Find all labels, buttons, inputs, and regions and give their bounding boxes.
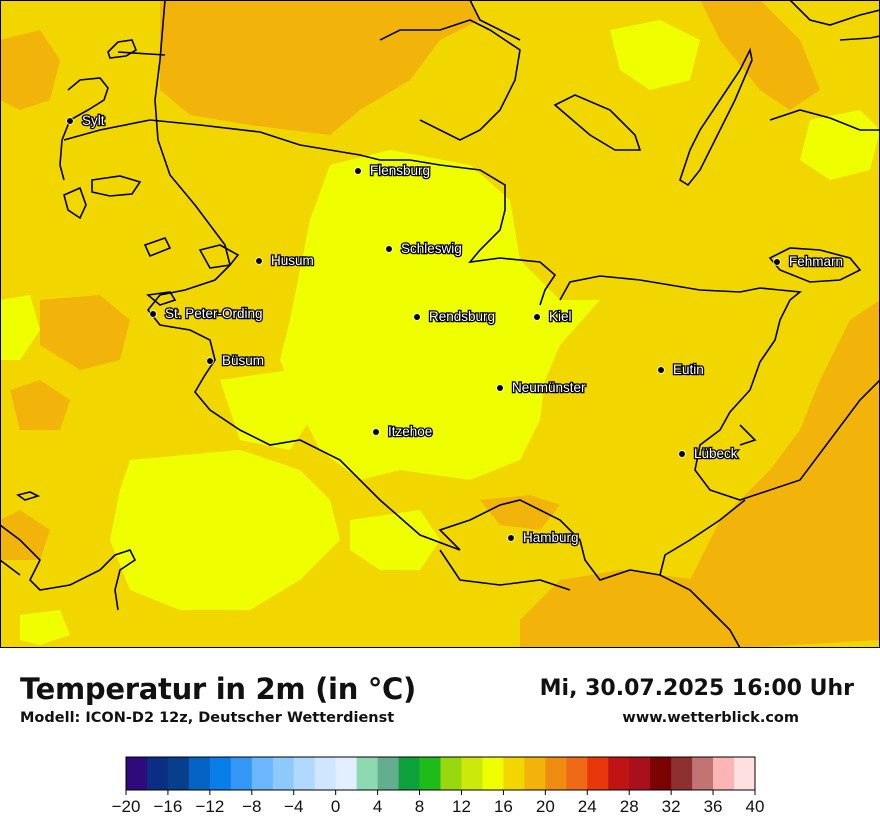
svg-text:Schleswig: Schleswig	[401, 241, 462, 256]
color-scale-swatches	[125, 756, 756, 791]
scale-tick-label: −12	[195, 797, 224, 816]
color-swatch	[230, 757, 253, 790]
color-swatch	[461, 757, 483, 790]
color-swatch	[314, 757, 337, 790]
color-swatch	[209, 757, 232, 790]
map-footer: Temperatur in 2m (in °C) Modell: ICON-D2…	[0, 648, 880, 830]
city-neumuenster: Neumünster	[496, 379, 587, 396]
svg-text:Neumünster: Neumünster	[512, 380, 586, 395]
color-swatch	[713, 757, 735, 790]
svg-text:Büsum: Büsum	[222, 353, 264, 368]
svg-text:Hamburg: Hamburg	[523, 530, 579, 545]
city-labels: Sylt Flensburg Schleswig Husum Fehmarn S…	[66, 112, 844, 546]
scale-tick-label: 28	[620, 797, 639, 816]
color-swatch	[587, 757, 609, 790]
model-info: Modell: ICON-D2 12z, Deutscher Wetterdie…	[20, 710, 395, 726]
color-swatch	[692, 757, 714, 790]
city-rendsburg: Rendsburg	[413, 308, 496, 325]
svg-text:Rendsburg: Rendsburg	[429, 309, 495, 324]
color-swatch	[440, 757, 462, 790]
city-itzehoe: Itzehoe	[372, 423, 434, 440]
city-flensburg: Flensburg	[354, 162, 431, 179]
color-swatch	[545, 757, 567, 790]
color-swatch	[566, 757, 588, 790]
color-swatch	[482, 757, 504, 790]
color-scale: −20 −16 −12 −8 −4 0 4 8 12 16 20 24 28 32 36 40	[112, 756, 765, 816]
color-swatch	[293, 757, 316, 790]
scale-tick-label: 32	[662, 797, 681, 816]
website-link[interactable]: www.wetterblick.com	[622, 710, 799, 726]
city-kiel: Kiel	[533, 308, 573, 325]
scale-tick-label: 8	[415, 797, 424, 816]
temperature-map: Sylt Flensburg Schleswig Husum Fehmarn S…	[0, 0, 880, 649]
svg-text:Fehmarn: Fehmarn	[789, 254, 843, 269]
color-swatch	[188, 757, 211, 790]
city-luebeck: Lübeck	[678, 445, 739, 462]
warm-areas	[0, 0, 880, 648]
scale-tick-label: 24	[578, 797, 597, 816]
color-swatch	[503, 757, 525, 790]
scale-tick-label: 20	[536, 797, 555, 816]
scale-tick-label: −20	[112, 797, 141, 816]
scale-tick-label: −8	[242, 797, 261, 816]
scale-tick-label: 0	[331, 797, 340, 816]
svg-text:Kiel: Kiel	[549, 309, 572, 324]
color-swatch	[251, 757, 274, 790]
scale-tick-label: 4	[373, 797, 382, 816]
color-swatch	[167, 757, 190, 790]
color-swatch	[398, 757, 421, 790]
city-eutin: Eutin	[657, 361, 705, 378]
color-swatch	[126, 757, 148, 790]
color-swatch	[629, 757, 651, 790]
color-swatch	[335, 757, 358, 790]
svg-text:Eutin: Eutin	[673, 362, 704, 377]
scale-tick-label: −4	[284, 797, 303, 816]
color-swatch	[356, 757, 379, 790]
color-swatch	[650, 757, 672, 790]
color-swatch	[377, 757, 400, 790]
scale-tick-label: 40	[746, 797, 765, 816]
svg-text:Itzehoe: Itzehoe	[388, 424, 432, 439]
color-scale-ticks: −20 −16 −12 −8 −4 0 4 8 12 16 20 24 28 32 36 40	[112, 790, 765, 816]
map-title: Temperatur in 2m (in °C)	[20, 672, 416, 706]
color-swatch	[419, 757, 441, 790]
cool-areas	[0, 20, 880, 645]
city-buesum: Büsum	[206, 352, 265, 369]
color-swatch	[146, 757, 169, 790]
color-swatch	[734, 757, 756, 790]
city-schleswig: Schleswig	[385, 240, 463, 257]
scale-tick-label: 16	[494, 797, 513, 816]
color-swatch	[272, 757, 295, 790]
color-swatch	[671, 757, 693, 790]
color-scale-frame	[125, 756, 756, 791]
forecast-datetime: Mi, 30.07.2025 16:00 Uhr	[539, 676, 854, 701]
svg-text:Flensburg: Flensburg	[370, 163, 430, 178]
color-swatch	[608, 757, 630, 790]
scale-tick-label: 36	[704, 797, 723, 816]
city-husum: Husum	[255, 252, 315, 269]
color-swatch	[524, 757, 546, 790]
city-st-peter-ording: St. Peter-Ording	[149, 305, 264, 322]
svg-text:St. Peter-Ording: St. Peter-Ording	[165, 306, 263, 321]
city-hamburg: Hamburg	[507, 529, 580, 546]
coastlines	[0, 0, 880, 649]
svg-text:Sylt: Sylt	[82, 113, 105, 128]
scale-tick-label: 12	[452, 797, 471, 816]
svg-text:Husum: Husum	[271, 253, 314, 268]
svg-text:Lübeck: Lübeck	[694, 446, 738, 461]
city-fehmarn: Fehmarn	[773, 253, 844, 270]
scale-tick-label: −16	[154, 797, 183, 816]
city-sylt: Sylt	[66, 112, 106, 129]
